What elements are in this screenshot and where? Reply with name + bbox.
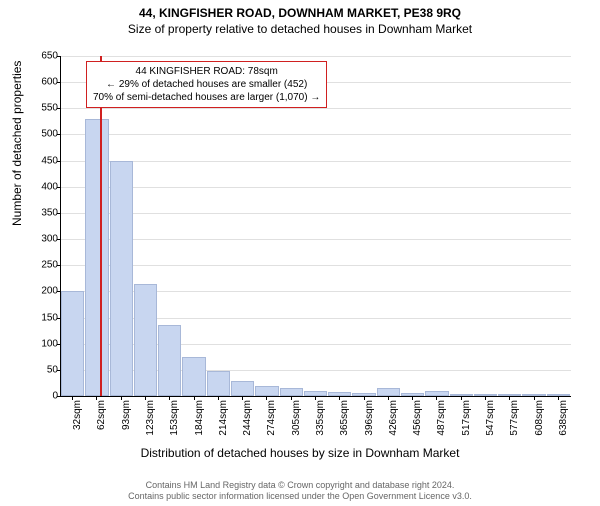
x-tick-label: 426sqm (388, 400, 399, 436)
chart-title-main: 44, KINGFISHER ROAD, DOWNHAM MARKET, PE3… (0, 6, 600, 20)
histogram-bar (61, 291, 84, 396)
info-line-3: 70% of semi-detached houses are larger (… (93, 91, 320, 104)
histogram-bar (182, 357, 205, 396)
x-tick-label: 62sqm (96, 400, 107, 430)
x-tick-label: 396sqm (364, 400, 375, 436)
x-tick-label: 214sqm (218, 400, 229, 436)
x-tick-label: 274sqm (266, 400, 277, 436)
y-tick-label: 400 (28, 181, 58, 192)
histogram-bar (134, 284, 157, 396)
y-ticks: 050100150200250300350400450500550600650 (26, 56, 60, 396)
histogram-bar (255, 386, 278, 396)
x-ticks: 32sqm 62sqm 93sqm 123sqm 153sqm 184sqm 214sqm 2… (60, 396, 570, 446)
x-tick-label: 365sqm (339, 400, 350, 436)
histogram-bar (377, 388, 400, 396)
y-tick-label: 600 (28, 77, 58, 88)
x-tick-label: 244sqm (242, 400, 253, 436)
info-line-2: ← 29% of detached houses are smaller (45… (93, 78, 320, 91)
y-tick-label: 200 (28, 286, 58, 297)
x-tick-label: 184sqm (194, 400, 205, 436)
x-tick-label: 456sqm (412, 400, 423, 436)
x-tick-label: 305sqm (291, 400, 302, 436)
histogram-bar (110, 161, 133, 396)
histogram-bar (231, 381, 254, 396)
y-tick-label: 450 (28, 155, 58, 166)
y-tick-label: 50 (28, 364, 58, 375)
x-tick-label: 638sqm (558, 400, 569, 436)
histogram-bar (207, 371, 230, 396)
y-axis-label: Number of detached properties (10, 61, 24, 226)
y-tick-label: 350 (28, 207, 58, 218)
x-tick-label: 123sqm (145, 400, 156, 436)
y-tick-label: 150 (28, 312, 58, 323)
y-tick-label: 550 (28, 103, 58, 114)
x-tick-label: 517sqm (461, 400, 472, 436)
attribution-text: Contains HM Land Registry data © Crown c… (0, 480, 600, 502)
histogram-bar (280, 388, 303, 396)
y-tick-label: 650 (28, 51, 58, 62)
marker-info-box: 44 KINGFISHER ROAD: 78sqm ← 29% of detac… (86, 61, 327, 108)
x-tick-label: 93sqm (121, 400, 132, 430)
attribution-line-1: Contains HM Land Registry data © Crown c… (0, 480, 600, 491)
x-tick-label: 153sqm (169, 400, 180, 436)
x-axis-label: Distribution of detached houses by size … (0, 446, 600, 460)
x-tick-label: 487sqm (436, 400, 447, 436)
x-tick-label: 608sqm (534, 400, 545, 436)
y-tick-label: 500 (28, 129, 58, 140)
x-tick-label: 32sqm (72, 400, 83, 430)
y-tick-label: 0 (28, 391, 58, 402)
x-tick-label: 335sqm (315, 400, 326, 436)
x-tick-label: 577sqm (509, 400, 520, 436)
info-line-1: 44 KINGFISHER ROAD: 78sqm (93, 65, 320, 78)
y-tick-label: 100 (28, 338, 58, 349)
x-tick-label: 547sqm (485, 400, 496, 436)
attribution-line-2: Contains public sector information licen… (0, 491, 600, 502)
y-tick-label: 300 (28, 234, 58, 245)
histogram-bar (158, 325, 181, 396)
chart-title-sub: Size of property relative to detached ho… (0, 22, 600, 36)
y-tick-label: 250 (28, 260, 58, 271)
histogram-bar (85, 119, 108, 396)
